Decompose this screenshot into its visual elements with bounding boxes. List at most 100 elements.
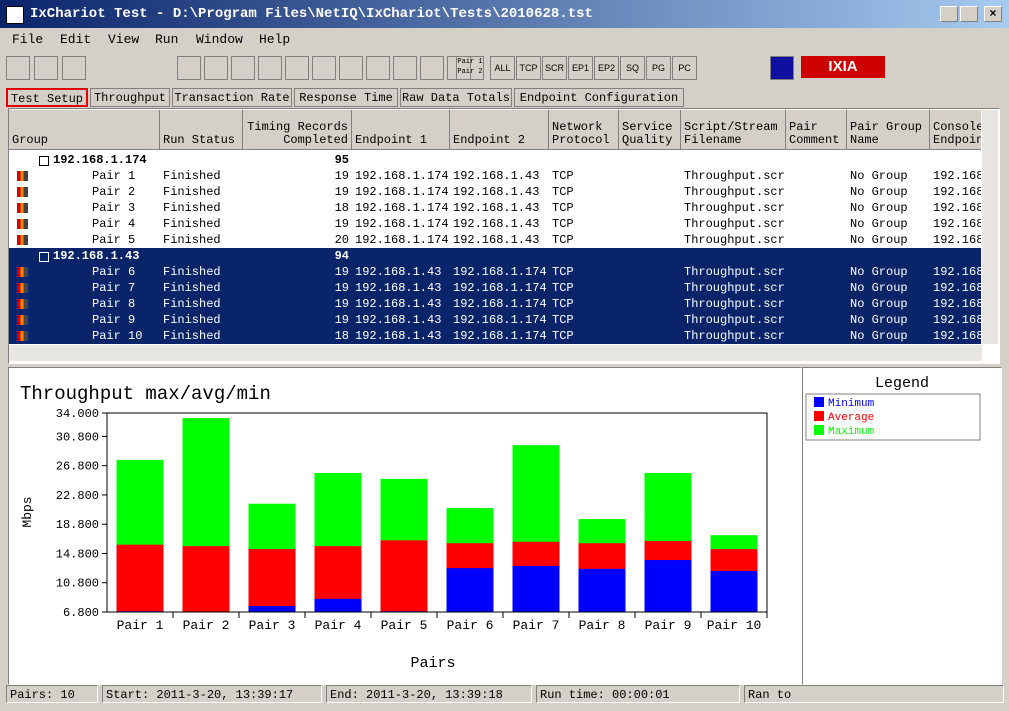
tab[interactable]: Endpoint Configuration: [514, 88, 684, 107]
filter-button[interactable]: ALL: [490, 56, 515, 80]
pair-row[interactable]: [9, 200, 981, 216]
table-cell: 192.168.1.43: [933, 281, 981, 295]
pair-row[interactable]: [9, 232, 981, 248]
table-cell: 192.168.1.174: [453, 329, 547, 343]
column-header: Timing Records Completed: [243, 110, 352, 150]
tool-button[interactable]: [177, 56, 201, 80]
filter-button[interactable]: PG: [646, 56, 671, 80]
table-cell: No Group: [850, 297, 908, 311]
table-cell: 192.168.1.174: [355, 169, 449, 183]
collapse-box[interactable]: [39, 252, 49, 262]
pair-button[interactable]: Pair 1 Pair 2: [456, 56, 484, 80]
pair-row[interactable]: [9, 264, 981, 280]
tool-button[interactable]: [6, 56, 30, 80]
tool-button[interactable]: [258, 56, 282, 80]
status-field: Start: 2011-3-20, 13:39:17: [102, 685, 322, 703]
filter-button[interactable]: SQ: [620, 56, 645, 80]
table-cell: Pair 2: [92, 185, 136, 199]
x-tick-label: Pair 5: [381, 618, 428, 633]
table-cell: 19: [334, 313, 349, 327]
table-cell: Throughput.scr: [684, 297, 785, 311]
horizontal-scrollbar[interactable]: [9, 345, 982, 361]
filter-button[interactable]: TCP: [516, 56, 541, 80]
minimize-button[interactable]: [940, 6, 958, 22]
table-cell: 192.168.1.43: [355, 329, 442, 343]
menu-item[interactable]: File: [12, 32, 44, 47]
tool-button[interactable]: [285, 56, 309, 80]
help-button[interactable]: [770, 56, 794, 80]
title-bar: IxChariot Test - D:\Program Files\NetIQ\…: [0, 0, 1009, 28]
pair-row[interactable]: [9, 328, 981, 344]
brand-logo: IXIA: [801, 56, 885, 78]
table-cell: Pair 10: [92, 329, 143, 343]
tool-button[interactable]: [312, 56, 336, 80]
status-field: End: 2011-3-20, 13:39:18: [326, 685, 532, 703]
pair-icon: [17, 299, 28, 309]
tool-button[interactable]: [34, 56, 58, 80]
maximize-button[interactable]: [960, 6, 978, 22]
table-cell: Finished: [163, 233, 221, 247]
tool-button[interactable]: [366, 56, 390, 80]
pair-row[interactable]: [9, 168, 981, 184]
tool-button[interactable]: [204, 56, 228, 80]
table-cell: 192.168.1.43: [355, 265, 442, 279]
table-cell: 192.168.1.174: [933, 169, 981, 183]
bar: [314, 598, 362, 612]
menu-item[interactable]: View: [108, 32, 140, 47]
filter-button[interactable]: SCR: [542, 56, 567, 80]
tab[interactable]: Throughput: [90, 88, 170, 107]
tab[interactable]: Raw Data Totals: [400, 88, 512, 107]
table-cell: TCP: [552, 329, 574, 343]
table-cell: 192.168.1.174: [355, 217, 449, 231]
tab[interactable]: Response Time: [294, 88, 398, 107]
filter-button[interactable]: EP1: [568, 56, 593, 80]
y-tick-label: 30.800: [56, 430, 99, 444]
filter-button[interactable]: PC: [672, 56, 697, 80]
vertical-scrollbar[interactable]: [982, 110, 998, 344]
table-cell: No Group: [850, 329, 908, 343]
table-cell: Pair 4: [92, 217, 136, 231]
group-records: 95: [334, 153, 349, 167]
menu-item[interactable]: Help: [259, 32, 291, 47]
pair-icon: [17, 283, 28, 293]
table-cell: No Group: [850, 185, 908, 199]
pair-row[interactable]: [9, 184, 981, 200]
table-cell: No Group: [850, 201, 908, 215]
table-cell: 192.168.1.43: [355, 281, 442, 295]
pair-button-label: Pair 1: [457, 58, 483, 66]
menu-item[interactable]: Run: [155, 32, 179, 47]
tool-button[interactable]: [420, 56, 444, 80]
pair-row[interactable]: [9, 312, 981, 328]
table-cell: No Group: [850, 217, 908, 231]
column-header: Group: [9, 110, 160, 150]
collapse-box[interactable]: [39, 156, 49, 166]
pair-row[interactable]: [9, 216, 981, 232]
tool-button[interactable]: [393, 56, 417, 80]
table-cell: 192.168.1.174: [933, 233, 981, 247]
table-cell: Pair 6: [92, 265, 136, 279]
table-cell: TCP: [552, 217, 574, 231]
menu-item[interactable]: Window: [196, 32, 243, 47]
filter-button[interactable]: EP2: [594, 56, 619, 80]
tab[interactable]: Transaction Rate: [172, 88, 292, 107]
y-tick-label: 14.800: [56, 547, 99, 561]
tool-button[interactable]: [339, 56, 363, 80]
close-button[interactable]: ×: [984, 6, 1002, 22]
x-tick-label: Pair 8: [579, 618, 626, 633]
table-cell: TCP: [552, 201, 574, 215]
table-cell: 18: [334, 329, 349, 343]
tab[interactable]: Test Setup: [6, 88, 88, 107]
y-tick-label: 10.800: [56, 577, 99, 591]
table-cell: 192.168.1.43: [453, 233, 540, 247]
tool-button[interactable]: [62, 56, 86, 80]
pair-row[interactable]: [9, 296, 981, 312]
table-cell: 192.168.1.43: [933, 297, 981, 311]
tool-button[interactable]: [231, 56, 255, 80]
table-cell: 18: [334, 201, 349, 215]
pair-row[interactable]: [9, 280, 981, 296]
menu-item[interactable]: Edit: [60, 32, 92, 47]
x-tick-label: Pair 2: [183, 618, 230, 633]
table-cell: TCP: [552, 281, 574, 295]
x-tick-label: Pair 6: [447, 618, 494, 633]
